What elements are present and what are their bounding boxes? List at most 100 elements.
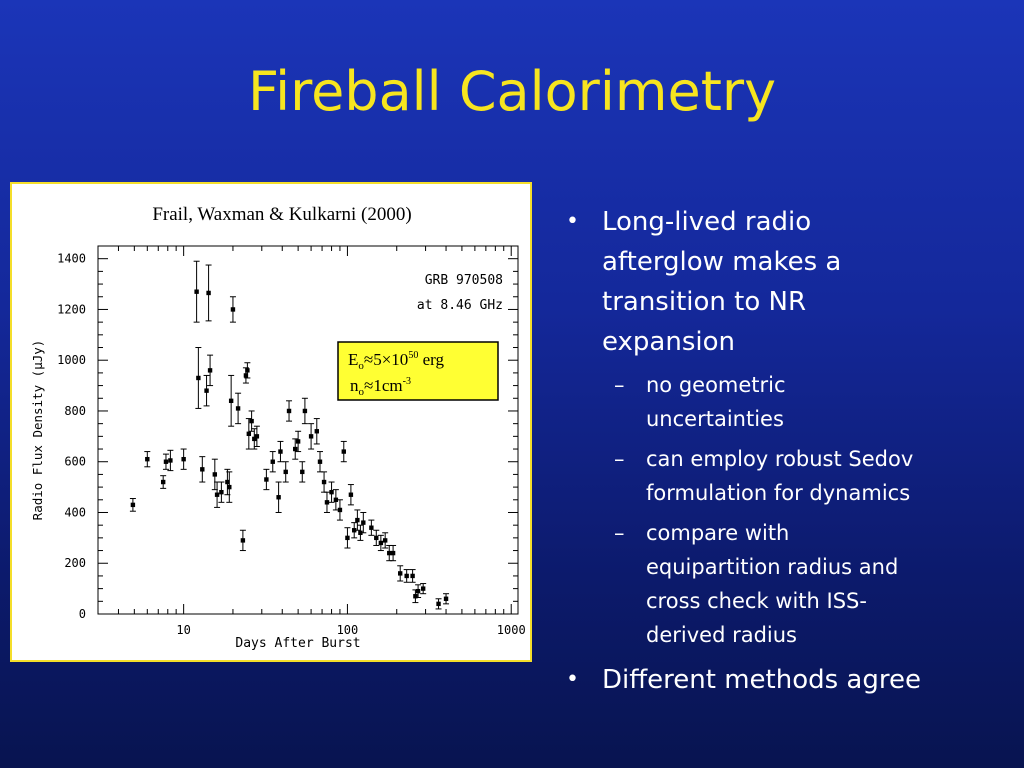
data-point bbox=[228, 374, 235, 427]
point-marker bbox=[235, 406, 241, 411]
bullet-afterglow: • Long-lived radio afterglow makes a tra… bbox=[560, 202, 1000, 362]
data-point bbox=[390, 544, 397, 562]
point-marker bbox=[369, 525, 374, 530]
point-marker bbox=[181, 456, 186, 462]
data-point bbox=[308, 423, 315, 450]
subbullet-line: derived radius bbox=[646, 623, 797, 647]
data-point bbox=[377, 534, 384, 552]
point-marker bbox=[308, 434, 314, 439]
point-marker bbox=[337, 507, 343, 513]
point-marker bbox=[329, 489, 334, 495]
point-marker bbox=[206, 290, 211, 296]
point-marker bbox=[341, 449, 346, 454]
bullet-list: • Long-lived radio afterglow makes a tra… bbox=[560, 202, 1000, 700]
data-point bbox=[235, 392, 242, 425]
point-marker bbox=[245, 368, 250, 373]
data-point bbox=[435, 598, 442, 610]
dash-mark: – bbox=[614, 373, 625, 397]
dash-mark: – bbox=[614, 521, 625, 545]
data-point bbox=[229, 296, 236, 323]
data-point bbox=[415, 584, 422, 599]
point-marker bbox=[352, 528, 357, 533]
data-point bbox=[195, 347, 202, 409]
data-point bbox=[354, 509, 361, 531]
data-point bbox=[253, 425, 260, 447]
point-marker bbox=[207, 368, 213, 373]
bullet-methods-agree: • Different methods agree bbox=[560, 660, 1000, 700]
point-marker bbox=[168, 458, 173, 463]
point-marker bbox=[240, 538, 246, 543]
data-point bbox=[328, 481, 335, 503]
subbullet-line: cross check with ISS- bbox=[646, 589, 867, 613]
figure-citation: Frail, Waxman & Kulkarni (2000) bbox=[152, 204, 412, 225]
point-marker bbox=[194, 289, 199, 294]
data-point bbox=[277, 440, 284, 463]
flux-chart: 0 200 400 600 800 1000 1200 1400 10 100 1000 Days… bbox=[30, 245, 526, 651]
y-tick-labels: 0 200 400 600 800 1000 1200 1400 bbox=[57, 252, 86, 621]
point-marker bbox=[246, 431, 252, 437]
data-point bbox=[295, 430, 302, 453]
subbullet-line: can employ robust Sedov bbox=[646, 447, 914, 471]
point-marker bbox=[333, 497, 339, 502]
y-tick-label: 1200 bbox=[57, 302, 86, 316]
y-tick-label: 1000 bbox=[57, 353, 86, 367]
plot-frame bbox=[97, 245, 519, 615]
point-marker bbox=[302, 408, 308, 414]
point-marker bbox=[378, 540, 384, 546]
data-point bbox=[344, 527, 351, 549]
x-tick-label: 100 bbox=[337, 623, 359, 637]
point-marker bbox=[196, 375, 201, 381]
data-point bbox=[244, 362, 251, 379]
data-point bbox=[292, 438, 299, 460]
data-point bbox=[397, 565, 404, 582]
bullet-mark: • bbox=[566, 209, 579, 234]
point-marker bbox=[324, 500, 330, 505]
bullet-line: Long-lived radio bbox=[602, 207, 812, 237]
subbullet-equipartition: – compare with equipartition radius and … bbox=[560, 516, 1000, 652]
point-marker bbox=[348, 492, 354, 497]
point-marker bbox=[270, 459, 275, 464]
point-marker bbox=[361, 520, 366, 525]
subbullet-line: uncertainties bbox=[646, 407, 784, 431]
y-tick-label: 1400 bbox=[57, 252, 86, 266]
point-marker bbox=[345, 535, 350, 541]
subbullet-geometric: – no geometric uncertainties bbox=[560, 368, 1000, 436]
point-marker bbox=[390, 550, 396, 556]
point-marker bbox=[293, 446, 298, 452]
data-point bbox=[160, 475, 167, 489]
point-marker bbox=[355, 517, 360, 523]
data-point bbox=[340, 440, 347, 463]
point-marker bbox=[200, 467, 205, 472]
data-point bbox=[347, 484, 354, 506]
subbullet-sedov: – can employ robust Sedov formulation fo… bbox=[560, 442, 1000, 510]
data-point bbox=[403, 569, 410, 583]
point-marker bbox=[145, 456, 150, 462]
data-point bbox=[129, 498, 136, 512]
point-marker bbox=[278, 449, 283, 454]
point-marker bbox=[228, 398, 234, 404]
point-marker bbox=[214, 492, 220, 497]
point-marker bbox=[204, 388, 209, 393]
energy-equation: Eo≈5×1050 erg bbox=[348, 350, 444, 372]
bullet-line: Different methods agree bbox=[602, 665, 921, 695]
point-marker bbox=[243, 373, 249, 378]
x-tick-labels: 10 100 1000 bbox=[176, 623, 525, 637]
point-marker bbox=[295, 439, 301, 444]
point-marker bbox=[374, 535, 379, 541]
bullet-line: afterglow makes a bbox=[602, 247, 842, 277]
point-marker bbox=[415, 588, 421, 594]
data-point bbox=[180, 448, 187, 470]
data-point bbox=[321, 471, 328, 493]
subbullet-line: formulation for dynamics bbox=[646, 481, 911, 505]
grb-label: GRB 970508 bbox=[425, 273, 503, 288]
point-marker bbox=[300, 469, 305, 475]
data-point bbox=[193, 260, 200, 323]
point-marker bbox=[387, 550, 392, 556]
data-point bbox=[248, 410, 255, 432]
point-marker bbox=[398, 571, 403, 576]
data-point bbox=[313, 418, 320, 445]
subbullet-line: compare with bbox=[646, 521, 790, 545]
subbullet-line: equipartition radius and bbox=[646, 555, 899, 579]
data-point bbox=[275, 481, 282, 513]
data-point bbox=[373, 529, 380, 546]
